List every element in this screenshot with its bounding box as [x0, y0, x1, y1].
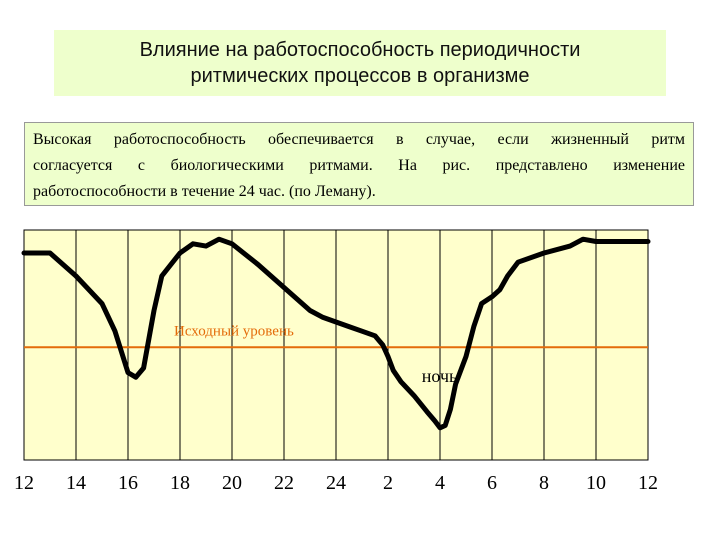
x-tick-label: 8	[539, 472, 549, 494]
title-line-1: Влияние на работоспособность периодичнос…	[139, 39, 581, 61]
description-line-3: работоспособности в течение 24 час. (по …	[33, 183, 376, 200]
x-tick-label: 12	[14, 472, 34, 494]
x-tick-label: 16	[118, 472, 138, 494]
x-tick-label: 4	[435, 472, 445, 494]
x-tick-label: 22	[274, 472, 294, 494]
description-line-1: Высокая работоспособность обеспечивается…	[33, 131, 685, 148]
title-panel: Влияние на работоспособность периодичнос…	[54, 30, 666, 96]
description-line-2: согласуется с биологическими ритмами. На…	[33, 157, 685, 174]
description-panel: Высокая работоспособность обеспечивается…	[24, 122, 694, 206]
performance-curve	[21, 236, 651, 431]
x-tick-label: 14	[66, 472, 86, 494]
baseline-label: Исходный уровень	[174, 323, 294, 339]
performance-chart: Исходный уровень ночь 12 14 16 18 20 22 24 2 4 6 8…	[14, 229, 658, 494]
x-tick-label: 12	[638, 472, 658, 494]
x-tick-label: 2	[383, 472, 393, 494]
x-tick-label: 24	[326, 472, 346, 494]
x-tick-label: 10	[586, 472, 606, 494]
x-tick-label: 20	[222, 472, 242, 494]
x-tick-label: 18	[170, 472, 190, 494]
title-line-2: ритмических процессов в организме	[190, 65, 530, 87]
night-annotation: ночь	[422, 366, 457, 386]
grid-lines	[75, 230, 597, 460]
x-tick-label: 6	[487, 472, 497, 494]
x-axis-ticks: 12 14 16 18 20 22 24 2 4 6 8 10 12	[14, 472, 658, 494]
